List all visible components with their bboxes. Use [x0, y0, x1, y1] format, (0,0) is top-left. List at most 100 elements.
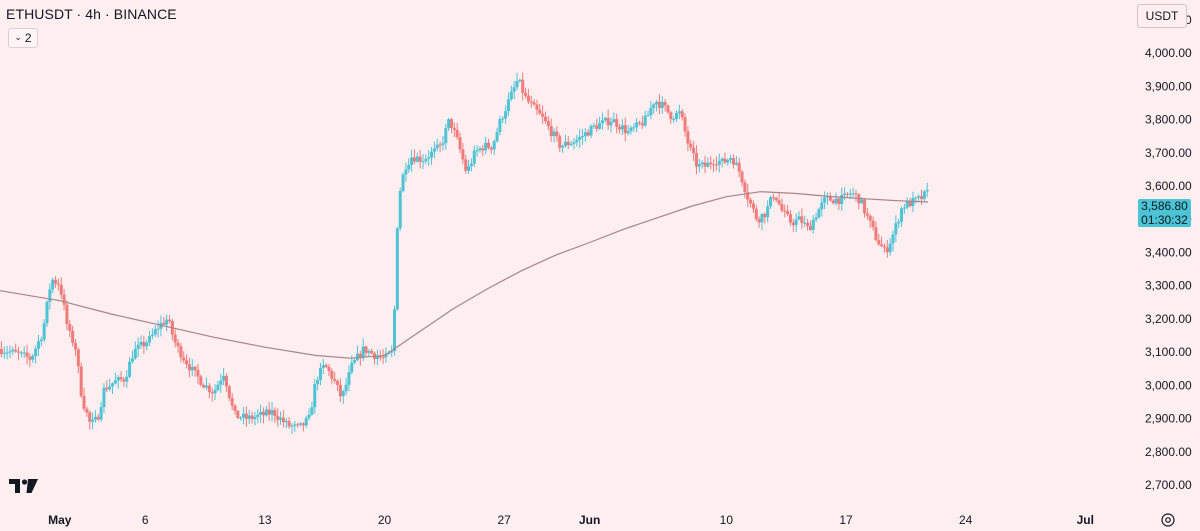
candle	[709, 156, 713, 170]
time-tick-label: 17	[839, 513, 853, 527]
candle	[424, 154, 428, 165]
candle	[692, 141, 696, 161]
candle	[242, 406, 246, 425]
candle	[122, 376, 126, 387]
candle	[851, 187, 855, 199]
price-tick-label: 3,100.00	[1145, 345, 1192, 359]
candle	[871, 216, 875, 231]
indicator-count: 2	[24, 31, 32, 45]
candle	[774, 196, 778, 203]
candle	[119, 371, 123, 383]
candle	[128, 357, 132, 378]
last-price-value: 3,586.80	[1141, 199, 1188, 213]
candle	[56, 278, 60, 291]
candle	[193, 365, 197, 377]
candle	[85, 406, 89, 417]
candle	[549, 118, 553, 142]
tradingview-logo-icon[interactable]	[9, 478, 39, 494]
candle	[657, 94, 661, 115]
candle	[603, 116, 607, 123]
candle	[139, 335, 143, 349]
currency-selector-button[interactable]: USDT	[1137, 4, 1187, 28]
candle	[535, 99, 539, 116]
price-tick-label: 3,800.00	[1145, 113, 1192, 127]
candle	[541, 105, 545, 124]
candle	[637, 120, 641, 126]
candle	[113, 372, 117, 385]
candle	[11, 346, 15, 356]
candle	[182, 351, 186, 364]
candle	[167, 315, 171, 324]
candle	[375, 349, 379, 366]
candle	[321, 358, 325, 375]
candle	[464, 154, 468, 174]
candle	[492, 139, 496, 156]
candle	[467, 159, 471, 175]
candle	[48, 283, 52, 310]
candle	[279, 411, 283, 425]
candle	[686, 126, 690, 152]
price-tick-label: 4,000.00	[1145, 46, 1192, 60]
candle	[717, 153, 721, 173]
indicators-toggle-button[interactable]: ⌄ 2	[8, 28, 38, 48]
candle	[919, 189, 923, 205]
candle	[606, 109, 610, 130]
candle	[632, 123, 636, 133]
price-tick-label: 3,700.00	[1145, 146, 1192, 160]
candle	[145, 339, 149, 351]
candle	[723, 152, 727, 165]
candle	[512, 80, 516, 100]
candle	[808, 220, 812, 231]
candle	[250, 411, 254, 424]
candle	[495, 127, 499, 143]
candle	[863, 198, 867, 218]
chevron-down-icon: ⌄	[14, 31, 22, 42]
candle	[153, 325, 157, 338]
candle	[432, 141, 436, 159]
candle	[877, 234, 881, 246]
candle	[689, 139, 693, 152]
candle	[22, 346, 26, 359]
candle	[837, 197, 841, 210]
candle	[518, 78, 522, 83]
candle	[791, 218, 795, 232]
candle	[461, 142, 465, 165]
candle	[330, 368, 334, 385]
candle	[116, 374, 120, 389]
candle	[25, 344, 29, 365]
candle	[316, 376, 320, 391]
candle	[290, 423, 294, 434]
candle	[415, 152, 419, 163]
bar-countdown: 01:30:32	[1141, 213, 1188, 227]
candle	[287, 417, 291, 429]
candle	[757, 216, 761, 228]
candle	[76, 347, 80, 374]
candle	[353, 357, 357, 365]
candle	[230, 392, 234, 411]
candle	[210, 387, 214, 402]
candle	[706, 157, 710, 168]
candle	[162, 317, 166, 327]
candle	[825, 192, 829, 205]
candle	[509, 85, 513, 102]
time-tick-label: 20	[378, 513, 392, 527]
candle	[344, 377, 348, 396]
candle	[404, 162, 408, 182]
candle	[130, 350, 134, 364]
candle	[572, 138, 576, 150]
candle	[575, 134, 579, 147]
candle	[669, 110, 673, 124]
candle	[318, 362, 322, 386]
candle	[469, 158, 473, 172]
candle	[481, 144, 485, 157]
candle	[31, 353, 35, 363]
settings-icon[interactable]	[1160, 512, 1176, 528]
candle	[743, 179, 747, 198]
candle	[427, 150, 431, 167]
candle	[333, 371, 337, 384]
candle	[207, 383, 211, 399]
candle	[914, 196, 918, 204]
candle	[794, 213, 798, 233]
candle	[28, 353, 32, 367]
